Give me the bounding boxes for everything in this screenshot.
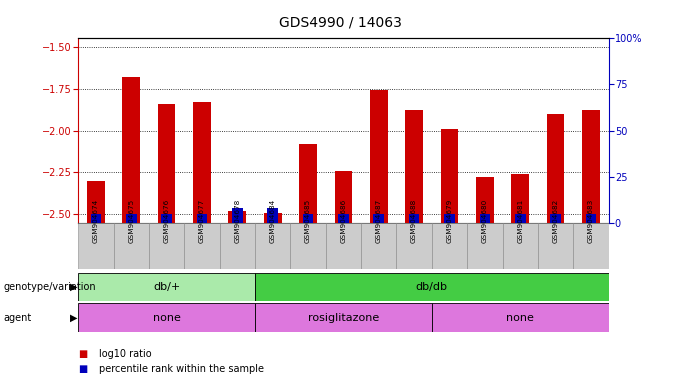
Bar <box>90 214 101 223</box>
Text: GSM904676: GSM904676 <box>164 199 169 243</box>
Bar <box>503 223 538 269</box>
Bar <box>220 223 255 269</box>
Text: agent: agent <box>3 313 32 323</box>
Text: GDS4990 / 14063: GDS4990 / 14063 <box>279 15 401 29</box>
Text: GSM904685: GSM904685 <box>305 199 311 243</box>
Text: GSM904682: GSM904682 <box>553 199 558 243</box>
Text: GSM904681: GSM904681 <box>517 199 523 243</box>
Bar <box>511 174 529 223</box>
Bar <box>573 223 609 269</box>
Bar <box>158 104 175 223</box>
Text: GSM904675: GSM904675 <box>129 199 134 243</box>
Bar <box>405 111 423 223</box>
Bar <box>255 303 432 332</box>
Bar <box>232 208 243 223</box>
Bar <box>114 223 149 269</box>
Bar <box>361 223 396 269</box>
Bar <box>479 214 490 223</box>
Bar <box>432 223 467 269</box>
Text: db/+: db/+ <box>153 282 180 292</box>
Bar <box>161 214 172 223</box>
Bar <box>538 223 573 269</box>
Bar <box>326 223 361 269</box>
Bar <box>409 214 420 223</box>
Bar <box>193 102 211 223</box>
Bar <box>585 214 596 223</box>
Bar <box>255 223 290 269</box>
Text: GSM904688: GSM904688 <box>411 199 417 243</box>
Text: GSM904680: GSM904680 <box>482 199 488 243</box>
Text: GSM904684: GSM904684 <box>270 199 275 243</box>
Text: ■: ■ <box>78 364 88 374</box>
Bar <box>78 303 255 332</box>
Bar <box>78 273 255 301</box>
Bar <box>444 214 455 223</box>
Bar <box>582 111 600 223</box>
Text: ▶: ▶ <box>69 313 78 323</box>
Bar <box>396 223 432 269</box>
Text: none: none <box>507 313 534 323</box>
Text: GSM904677: GSM904677 <box>199 199 205 243</box>
Bar <box>149 223 184 269</box>
Text: GSM904687: GSM904687 <box>376 199 381 243</box>
Text: GSM904686: GSM904686 <box>341 199 346 243</box>
Text: percentile rank within the sample: percentile rank within the sample <box>99 364 264 374</box>
Bar <box>228 211 246 223</box>
Bar <box>267 208 278 223</box>
Text: ■: ■ <box>78 349 88 359</box>
Bar <box>184 223 220 269</box>
Bar <box>441 129 458 223</box>
Text: GSM904678: GSM904678 <box>235 199 240 243</box>
Text: rosiglitazone: rosiglitazone <box>308 313 379 323</box>
Bar <box>547 114 564 223</box>
Bar <box>467 223 503 269</box>
Text: ▶: ▶ <box>69 282 78 292</box>
Bar <box>550 214 561 223</box>
Bar <box>515 214 526 223</box>
Bar <box>87 181 105 223</box>
Bar <box>197 214 207 223</box>
Bar <box>290 223 326 269</box>
Text: GSM904679: GSM904679 <box>447 199 452 243</box>
Bar <box>78 223 114 269</box>
Text: none: none <box>153 313 180 323</box>
Bar <box>476 177 494 223</box>
Bar <box>122 77 140 223</box>
Bar <box>299 144 317 223</box>
Bar <box>335 171 352 223</box>
Bar <box>338 214 349 223</box>
Bar <box>255 273 609 301</box>
Bar <box>264 213 282 223</box>
Bar <box>373 214 384 223</box>
Bar <box>303 214 313 223</box>
Text: db/db: db/db <box>415 282 448 292</box>
Bar <box>126 214 137 223</box>
Text: log10 ratio: log10 ratio <box>99 349 151 359</box>
Bar <box>432 303 609 332</box>
Text: GSM904674: GSM904674 <box>93 199 99 243</box>
Bar <box>370 90 388 223</box>
Text: GSM904683: GSM904683 <box>588 199 594 243</box>
Text: genotype/variation: genotype/variation <box>3 282 96 292</box>
